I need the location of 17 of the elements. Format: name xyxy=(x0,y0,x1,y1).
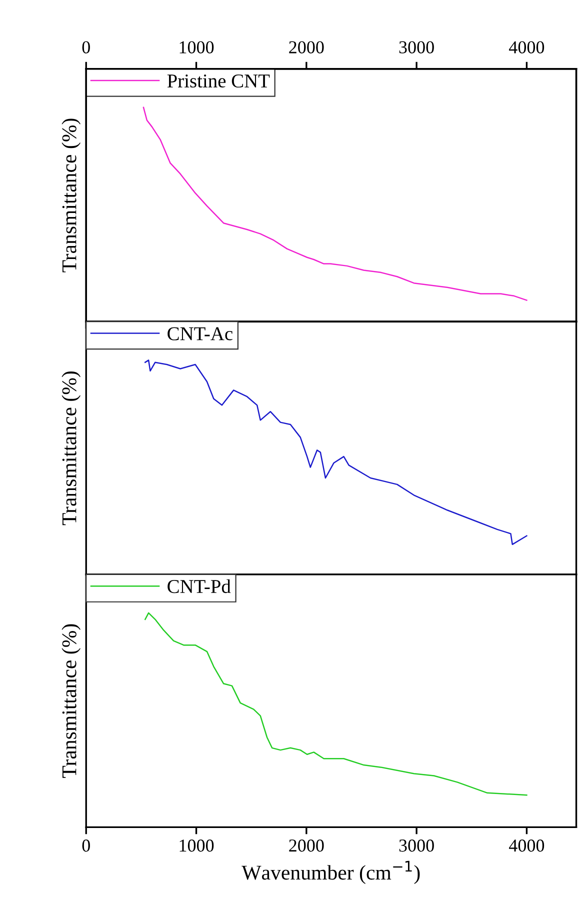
x-tick-label: 4000 xyxy=(509,840,544,852)
x-tick-label: 1000 xyxy=(180,840,214,852)
x2-tick-label: 3000 xyxy=(399,41,434,54)
x-tick-label: 2000 xyxy=(289,840,324,852)
y-axis-title: Transmittance (%) xyxy=(62,118,81,272)
y-axis-title: Transmittance (%) xyxy=(62,372,81,526)
x-tick-label: 3000 xyxy=(399,840,434,852)
legend-label: Pristine CNT xyxy=(167,74,270,88)
x2-tick-label: 1000 xyxy=(180,41,214,54)
x-tick-label: 0 xyxy=(82,840,90,852)
legend-label: CNT-Pd xyxy=(168,579,231,594)
x2-tick-label: 0 xyxy=(82,41,90,54)
y-axis-title: Transmittance (%) xyxy=(62,624,81,778)
legend-label: CNT-Ac xyxy=(168,327,232,340)
x2-tick-label: 2000 xyxy=(289,41,324,54)
x-axis-title: Wavenumber (cm$^{−1}$) xyxy=(242,860,420,884)
x2-tick-label: 4000 xyxy=(509,41,544,54)
